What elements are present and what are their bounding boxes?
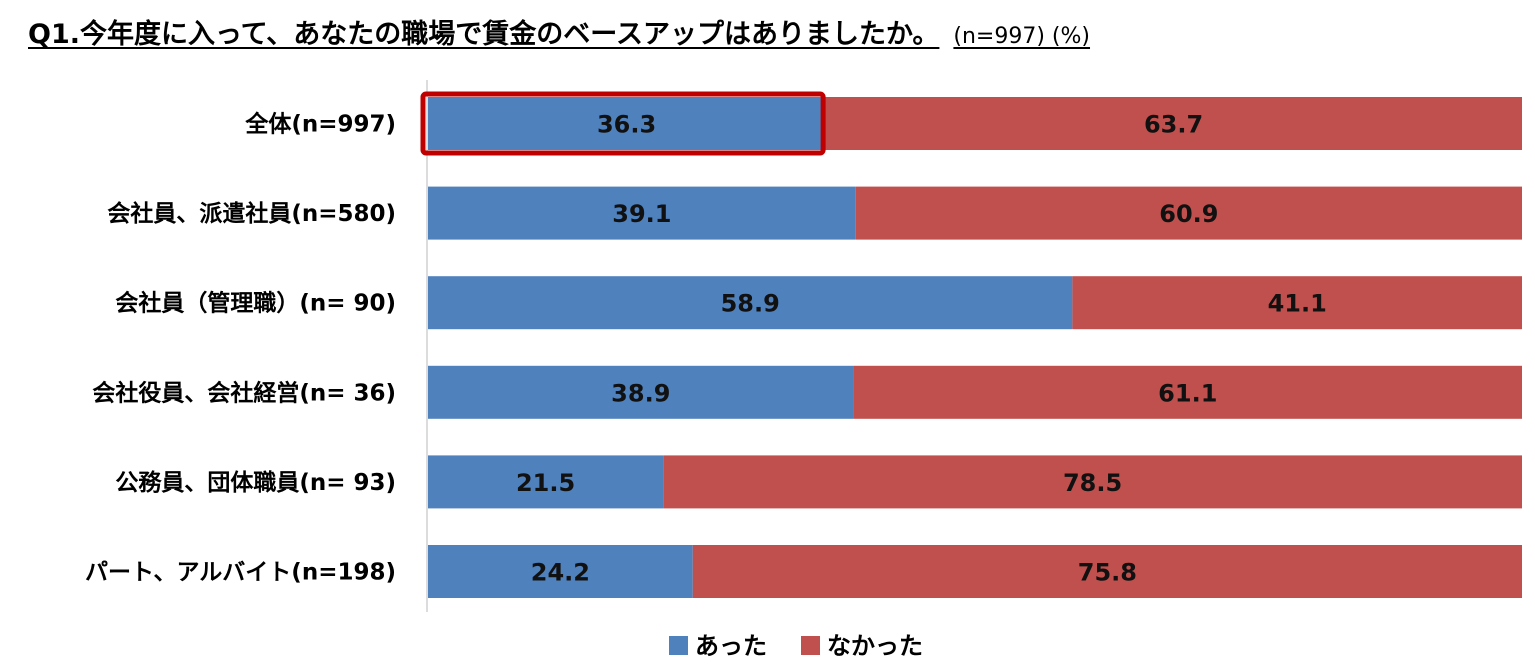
data-label: 58.9 bbox=[721, 290, 780, 318]
legend-label: あった bbox=[695, 632, 767, 660]
category-label: 会社役員、会社経営(n= 36) bbox=[92, 379, 396, 406]
data-label: 61.1 bbox=[1158, 379, 1217, 407]
category-label: 公務員、団体職員(n= 93) bbox=[115, 469, 396, 496]
bar-segment-nakatta bbox=[663, 455, 1522, 509]
data-label: 63.7 bbox=[1144, 111, 1203, 139]
bar-segment-atta bbox=[428, 276, 1073, 330]
data-label: 39.1 bbox=[612, 200, 671, 228]
category-label: 会社員、派遣社員(n=580) bbox=[107, 200, 396, 227]
data-label: 41.1 bbox=[1268, 290, 1327, 318]
category-label: パート、アルバイト(n=198) bbox=[85, 560, 396, 586]
chart-title: Q1.今年度に入って、あなたの職場で賃金のベースアップはありましたか。 (n=99… bbox=[28, 12, 1090, 51]
data-label: 24.2 bbox=[531, 559, 590, 587]
category-label: 会社員（管理職）(n= 90) bbox=[115, 290, 396, 317]
data-label: 78.5 bbox=[1063, 469, 1122, 497]
bar-segment-nakatta bbox=[825, 97, 1522, 150]
highlight-box bbox=[420, 91, 826, 156]
legend-swatch bbox=[801, 636, 820, 655]
bar-segment-atta bbox=[428, 186, 856, 240]
data-label: 75.8 bbox=[1078, 559, 1137, 587]
data-label: 36.3 bbox=[597, 111, 656, 139]
legend-label: なかった bbox=[827, 632, 923, 660]
bar-segment-atta bbox=[428, 545, 693, 598]
bar-segment-nakatta bbox=[853, 365, 1522, 419]
data-label: 60.9 bbox=[1159, 200, 1218, 228]
bar-segment-nakatta bbox=[692, 545, 1522, 598]
bar-segment-atta bbox=[428, 97, 826, 150]
legend-swatch bbox=[669, 636, 688, 655]
bar-segment-nakatta bbox=[855, 186, 1522, 240]
bar-segment-atta bbox=[428, 365, 854, 419]
chart-title-main: Q1.今年度に入って、あなたの職場で賃金のベースアップはありましたか。 bbox=[28, 19, 940, 50]
category-label: 全体(n=997) bbox=[244, 111, 396, 138]
bar-segment-atta bbox=[428, 455, 664, 509]
bar-segment-nakatta bbox=[1072, 276, 1522, 330]
data-label: 38.9 bbox=[611, 379, 670, 407]
data-label: 21.5 bbox=[516, 469, 575, 497]
chart-subtitle: (n=997) (%) bbox=[953, 24, 1091, 49]
